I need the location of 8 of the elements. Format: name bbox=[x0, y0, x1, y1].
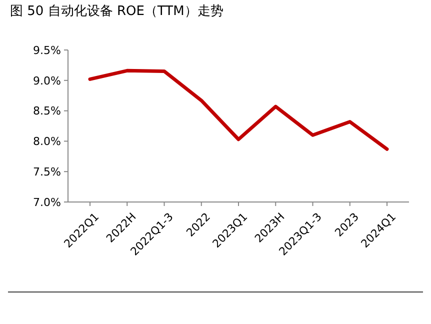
y-tick-label: 8.5% bbox=[33, 104, 61, 118]
chart-title: 图 50 自动化设备 ROE（TTM）走势 bbox=[10, 4, 224, 19]
y-tick-label: 7.5% bbox=[33, 165, 61, 178]
y-tick-label: 9.0% bbox=[33, 74, 61, 88]
line-series bbox=[88, 68, 389, 151]
y-tick-label: 8.0% bbox=[33, 135, 61, 148]
y-tick-label: 7.0% bbox=[33, 196, 61, 209]
y-tick-label: 9.5% bbox=[33, 44, 61, 57]
